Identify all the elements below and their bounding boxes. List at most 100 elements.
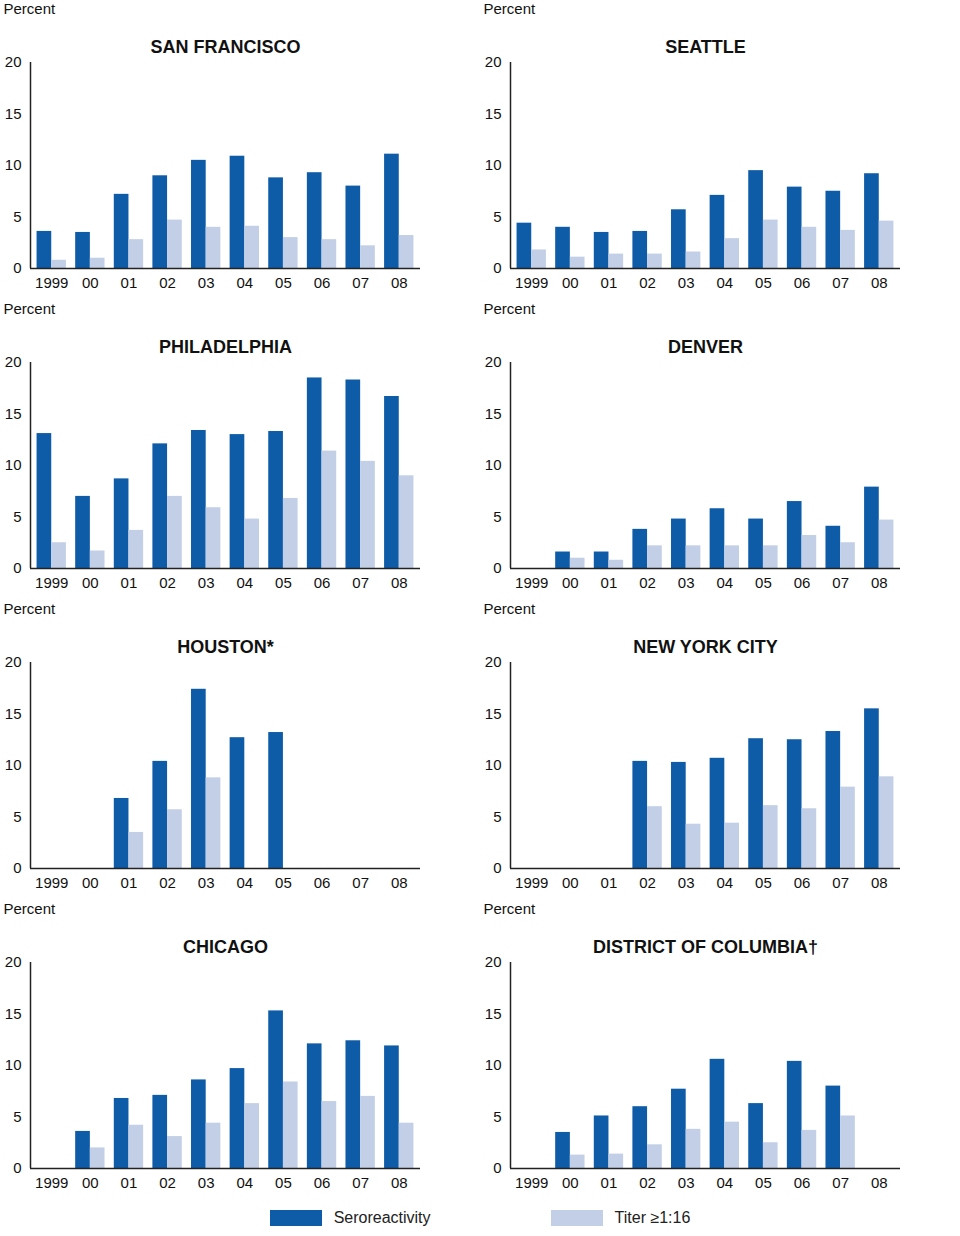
svg-text:06: 06 <box>314 1174 331 1191</box>
svg-text:10: 10 <box>485 1056 502 1073</box>
svg-text:1999: 1999 <box>35 1174 68 1191</box>
svg-text:1999: 1999 <box>515 274 548 291</box>
svg-text:15: 15 <box>5 405 22 422</box>
svg-text:15: 15 <box>485 1005 502 1022</box>
svg-text:5: 5 <box>493 208 501 225</box>
svg-text:03: 03 <box>678 1174 695 1191</box>
svg-text:05: 05 <box>755 574 772 591</box>
svg-text:08: 08 <box>391 1174 408 1191</box>
svg-text:20: 20 <box>5 953 22 970</box>
svg-text:01: 01 <box>601 574 618 591</box>
svg-text:15: 15 <box>5 105 22 122</box>
svg-text:HOUSTON*: HOUSTON* <box>177 637 274 657</box>
svg-text:03: 03 <box>198 874 215 891</box>
svg-text:0: 0 <box>493 559 501 576</box>
svg-text:0: 0 <box>493 1159 501 1176</box>
svg-text:07: 07 <box>352 874 369 891</box>
svg-text:Percent: Percent <box>4 0 57 17</box>
svg-text:02: 02 <box>639 274 656 291</box>
svg-text:02: 02 <box>639 874 656 891</box>
svg-text:00: 00 <box>82 274 99 291</box>
svg-text:05: 05 <box>275 274 292 291</box>
svg-text:03: 03 <box>198 1174 215 1191</box>
svg-text:04: 04 <box>236 574 253 591</box>
svg-text:20: 20 <box>485 353 502 370</box>
svg-text:02: 02 <box>159 274 176 291</box>
svg-text:00: 00 <box>562 874 579 891</box>
svg-text:Percent: Percent <box>4 900 57 917</box>
svg-text:DENVER: DENVER <box>668 337 743 357</box>
svg-text:Percent: Percent <box>4 600 57 617</box>
svg-text:04: 04 <box>716 1174 733 1191</box>
svg-text:5: 5 <box>493 1108 501 1125</box>
svg-text:08: 08 <box>871 574 888 591</box>
svg-text:20: 20 <box>485 953 502 970</box>
svg-text:08: 08 <box>391 274 408 291</box>
svg-text:04: 04 <box>236 874 253 891</box>
svg-text:04: 04 <box>236 1174 253 1191</box>
svg-text:5: 5 <box>13 1108 21 1125</box>
svg-text:07: 07 <box>832 274 849 291</box>
svg-text:0: 0 <box>13 259 21 276</box>
svg-text:SEATTLE: SEATTLE <box>665 37 746 57</box>
svg-text:07: 07 <box>352 274 369 291</box>
svg-text:Percent: Percent <box>484 600 537 617</box>
svg-text:20: 20 <box>5 53 22 70</box>
svg-text:06: 06 <box>794 1174 811 1191</box>
svg-text:NEW YORK CITY: NEW YORK CITY <box>633 637 778 657</box>
svg-text:05: 05 <box>275 1174 292 1191</box>
svg-text:5: 5 <box>13 208 21 225</box>
svg-text:01: 01 <box>121 874 138 891</box>
svg-text:03: 03 <box>678 574 695 591</box>
svg-text:01: 01 <box>121 574 138 591</box>
svg-text:15: 15 <box>485 105 502 122</box>
svg-text:20: 20 <box>5 653 22 670</box>
svg-text:5: 5 <box>13 508 21 525</box>
svg-text:Percent: Percent <box>484 0 537 17</box>
svg-text:03: 03 <box>678 874 695 891</box>
svg-text:00: 00 <box>562 274 579 291</box>
svg-text:06: 06 <box>794 574 811 591</box>
svg-text:Percent: Percent <box>484 900 537 917</box>
svg-text:03: 03 <box>198 274 215 291</box>
svg-text:Percent: Percent <box>4 300 57 317</box>
svg-text:10: 10 <box>5 156 22 173</box>
svg-text:02: 02 <box>639 1174 656 1191</box>
svg-text:0: 0 <box>493 259 501 276</box>
svg-text:07: 07 <box>352 574 369 591</box>
svg-text:0: 0 <box>13 559 21 576</box>
svg-text:20: 20 <box>5 353 22 370</box>
svg-text:02: 02 <box>159 1174 176 1191</box>
svg-text:08: 08 <box>871 1174 888 1191</box>
svg-text:05: 05 <box>275 874 292 891</box>
svg-text:06: 06 <box>794 274 811 291</box>
svg-text:1999: 1999 <box>35 574 68 591</box>
svg-text:10: 10 <box>485 756 502 773</box>
svg-text:02: 02 <box>639 574 656 591</box>
svg-text:10: 10 <box>5 1056 22 1073</box>
svg-text:15: 15 <box>5 1005 22 1022</box>
svg-text:05: 05 <box>755 274 772 291</box>
svg-text:07: 07 <box>832 574 849 591</box>
svg-text:06: 06 <box>794 874 811 891</box>
svg-text:15: 15 <box>485 705 502 722</box>
svg-text:15: 15 <box>5 705 22 722</box>
svg-text:10: 10 <box>5 756 22 773</box>
svg-text:1999: 1999 <box>515 874 548 891</box>
svg-text:0: 0 <box>493 859 501 876</box>
svg-text:CHICAGO: CHICAGO <box>183 937 268 957</box>
svg-text:08: 08 <box>871 274 888 291</box>
svg-text:07: 07 <box>832 874 849 891</box>
svg-text:06: 06 <box>314 274 331 291</box>
svg-text:1999: 1999 <box>35 874 68 891</box>
svg-text:SAN FRANCISCO: SAN FRANCISCO <box>150 37 300 57</box>
svg-text:01: 01 <box>601 874 618 891</box>
svg-text:10: 10 <box>5 456 22 473</box>
svg-text:07: 07 <box>832 1174 849 1191</box>
svg-text:Percent: Percent <box>484 300 537 317</box>
svg-text:1999: 1999 <box>515 1174 548 1191</box>
svg-text:01: 01 <box>121 1174 138 1191</box>
svg-text:PHILADELPHIA: PHILADELPHIA <box>159 337 292 357</box>
svg-text:05: 05 <box>275 574 292 591</box>
svg-text:1999: 1999 <box>515 574 548 591</box>
